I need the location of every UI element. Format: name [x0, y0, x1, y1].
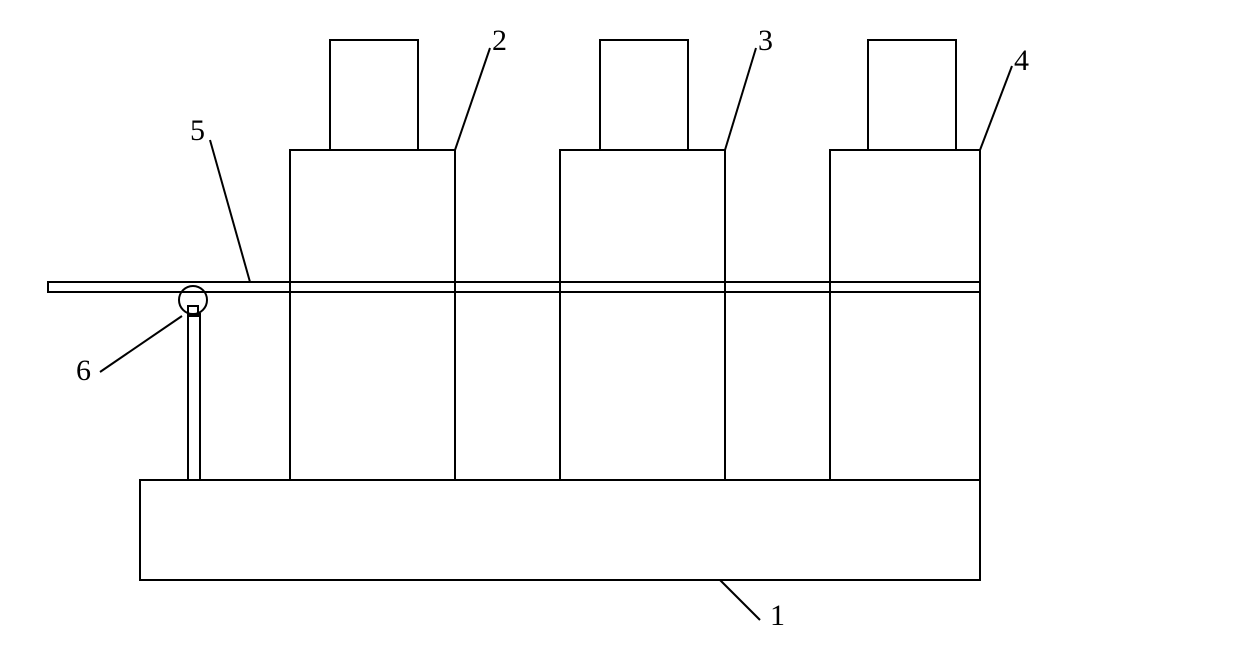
label-5: 5 — [190, 114, 205, 147]
tower-lower-2 — [560, 150, 725, 480]
tower-upper-1 — [330, 40, 418, 150]
label-1: 1 — [770, 599, 785, 632]
tower-lower-1 — [290, 150, 455, 480]
label-3: 3 — [758, 24, 773, 57]
label-6: 6 — [76, 354, 91, 387]
schematic-diagram: 1 2 3 4 5 6 — [0, 0, 1240, 658]
tower-upper-2 — [600, 40, 688, 150]
tower-lower-3 — [830, 150, 980, 480]
label-2: 2 — [492, 24, 507, 57]
label-4: 4 — [1014, 44, 1029, 77]
tower-upper-3 — [868, 40, 956, 150]
